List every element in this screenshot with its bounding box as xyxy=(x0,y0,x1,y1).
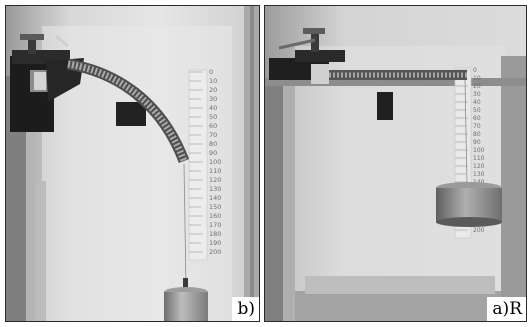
frame-post-right xyxy=(501,56,526,321)
scale-tick-label: 120 xyxy=(209,176,221,184)
scale-tick-label: 110 xyxy=(209,167,221,175)
clamp xyxy=(269,28,393,120)
scale-tick-label: 30 xyxy=(473,91,481,98)
scale-tick-label: 90 xyxy=(209,149,217,157)
scale-tick-label: 120 xyxy=(473,163,485,170)
scale-tick-label: 80 xyxy=(209,140,217,148)
scale-tick-label: 0 xyxy=(209,68,213,76)
hanging-weight xyxy=(436,182,502,227)
frame-post-left xyxy=(265,84,283,321)
scale-tick-label: 50 xyxy=(209,113,217,121)
straight-strip-photo: 0 10 20 30 40 50 60 70 80 90 100 110 120… xyxy=(265,6,526,321)
ruler-scale: 0 10 20 30 40 50 60 70 80 90 100 110 120… xyxy=(188,68,221,261)
scale-tick-label: 180 xyxy=(209,230,221,238)
scale-tick-label: 40 xyxy=(473,99,481,106)
hanging-weight xyxy=(164,287,208,321)
scale-tick-label: 100 xyxy=(209,158,221,166)
scale-tick-label: 90 xyxy=(473,139,481,146)
scale-tick-label: 70 xyxy=(473,123,481,130)
scale-tick-label: 110 xyxy=(473,155,485,162)
scale-tick-label: 160 xyxy=(209,212,221,220)
scale-tick-label: 130 xyxy=(473,171,485,178)
scale-tick-label: 30 xyxy=(209,95,217,103)
photo-panel-b: 0 10 20 30 40 50 60 70 80 90 100 110 120… xyxy=(5,5,260,322)
bent-strip-photo: 0 10 20 30 40 50 60 70 80 90 100 110 120… xyxy=(6,6,259,321)
scale-tick-label: 200 xyxy=(209,248,221,256)
frame-post-left xyxy=(6,76,26,321)
scale-tick-label: 80 xyxy=(473,131,481,138)
panel-label-a: a)R xyxy=(487,297,526,321)
scale-tick-label: 50 xyxy=(473,107,481,114)
scale-tick-label: 70 xyxy=(209,131,217,139)
hanging-thread xyxy=(464,79,468,185)
scale-tick-label: 170 xyxy=(209,221,221,229)
photo-panel-a: 0 10 20 30 40 50 60 70 80 90 100 110 120… xyxy=(264,5,527,322)
scale-tick-label: 100 xyxy=(473,147,485,154)
scale-tick-label: 20 xyxy=(473,83,481,90)
scale-tick-label: 10 xyxy=(473,75,481,82)
scale-tick-label: 130 xyxy=(209,185,221,193)
scale-tick-label: 60 xyxy=(209,122,217,130)
scale-tick-label: 10 xyxy=(209,77,217,85)
panel-label-b: b) xyxy=(232,297,259,321)
scale-tick-label: 200 xyxy=(473,227,485,234)
scale-tick-label: 190 xyxy=(209,239,221,247)
scale-tick-label: 150 xyxy=(209,203,221,211)
scale-tick-label: 40 xyxy=(209,104,217,112)
hanging-thread xyxy=(183,163,187,289)
scale-tick-label: 0 xyxy=(473,67,477,74)
scale-tick-label: 60 xyxy=(473,115,481,122)
scale-tick-label: 20 xyxy=(209,86,217,94)
scale-tick-label: 140 xyxy=(209,194,221,202)
